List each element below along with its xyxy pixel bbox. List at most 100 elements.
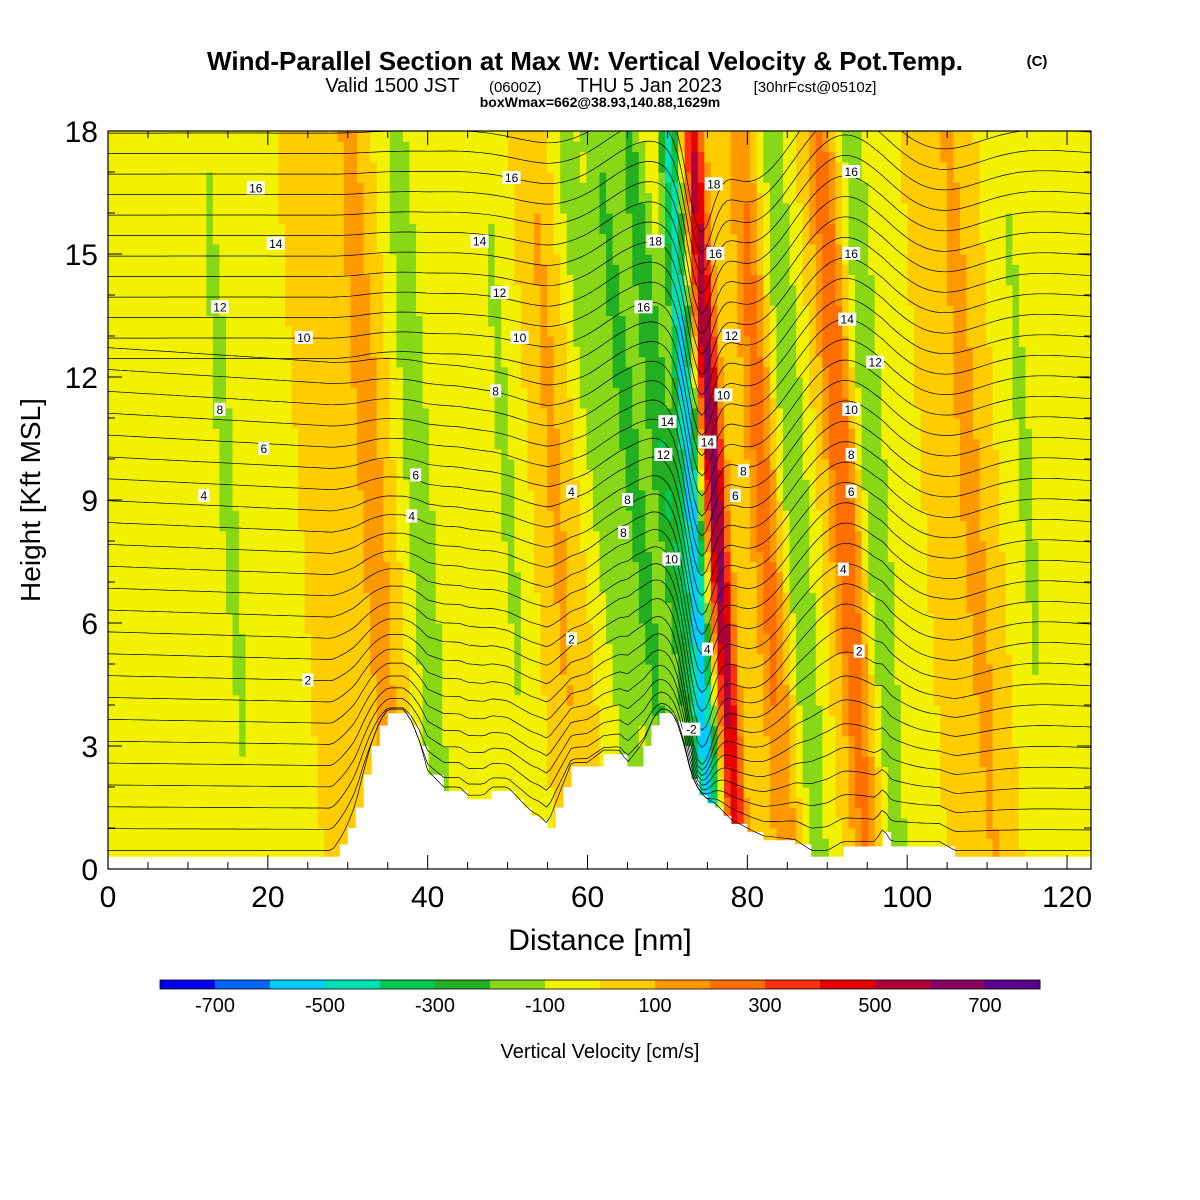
velocity-cell <box>966 623 974 634</box>
velocity-cell <box>612 643 620 655</box>
velocity-cell <box>389 561 397 573</box>
velocity-cell <box>730 807 738 819</box>
velocity-cell <box>271 612 279 624</box>
velocity-cell <box>298 725 306 737</box>
velocity-cell <box>724 787 732 798</box>
velocity-cell <box>330 623 338 634</box>
velocity-cell <box>225 684 234 696</box>
velocity-cell <box>625 571 633 583</box>
velocity-cell <box>841 797 850 809</box>
velocity-cell <box>1077 653 1086 665</box>
velocity-cell <box>619 561 627 573</box>
velocity-cell <box>861 715 869 727</box>
velocity-cell <box>1058 602 1066 614</box>
velocity-cell <box>127 674 135 686</box>
velocity-cell <box>874 530 882 542</box>
velocity-cell <box>166 848 175 860</box>
velocity-cell <box>809 551 817 563</box>
velocity-cell <box>468 643 476 655</box>
velocity-cell <box>887 633 895 645</box>
velocity-cell <box>737 541 745 552</box>
velocity-cell <box>802 684 810 696</box>
velocity-cell <box>612 653 620 665</box>
velocity-cell <box>376 602 384 614</box>
velocity-cell <box>822 602 830 614</box>
velocity-cell <box>337 684 345 696</box>
velocity-cell <box>1071 838 1079 850</box>
velocity-cell <box>212 674 220 686</box>
velocity-cell <box>815 602 823 614</box>
velocity-cell <box>1045 797 1053 809</box>
velocity-cell <box>815 612 823 624</box>
velocity-cell <box>828 797 837 809</box>
velocity-cell <box>966 530 974 542</box>
velocity-cell <box>881 633 889 645</box>
velocity-cell <box>645 725 653 737</box>
velocity-cell <box>461 623 470 634</box>
velocity-cell <box>1051 561 1059 573</box>
velocity-cell <box>782 817 791 829</box>
velocity-cell <box>396 612 404 624</box>
velocity-cell <box>396 633 404 645</box>
velocity-cell <box>1077 725 1086 737</box>
velocity-cell <box>1077 541 1086 552</box>
velocity-cell <box>1045 623 1053 634</box>
velocity-cell <box>258 684 266 696</box>
velocity-cell <box>658 694 666 706</box>
velocity-cell <box>1058 817 1066 829</box>
velocity-cell <box>710 664 719 675</box>
velocity-cell <box>1005 766 1013 778</box>
velocity-cell <box>271 643 279 655</box>
velocity-cell <box>848 776 856 788</box>
velocity-cell <box>311 551 319 563</box>
velocity-cell <box>704 725 712 737</box>
velocity-cell <box>1038 571 1046 583</box>
velocity-cell <box>127 725 135 737</box>
velocity-cell <box>199 787 207 798</box>
velocity-cell <box>966 705 974 716</box>
velocity-cell <box>278 623 286 634</box>
velocity-cell <box>691 705 699 716</box>
velocity-cell <box>1025 664 1033 675</box>
velocity-cell <box>1032 684 1040 696</box>
velocity-cell <box>1058 838 1066 850</box>
velocity-cell <box>743 766 751 778</box>
velocity-cell <box>651 643 660 655</box>
velocity-cell <box>973 674 981 686</box>
velocity-cell <box>239 582 247 593</box>
velocity-cell <box>1038 551 1046 563</box>
velocity-cell <box>330 807 338 819</box>
velocity-cell <box>638 633 646 645</box>
velocity-cell <box>763 684 771 696</box>
velocity-cell <box>815 776 823 788</box>
velocity-cell <box>1051 705 1059 716</box>
velocity-cell <box>1045 848 1053 860</box>
velocity-cell <box>966 735 974 747</box>
velocity-cell <box>540 592 548 604</box>
velocity-cell <box>337 838 345 850</box>
velocity-cell <box>193 756 201 768</box>
velocity-cell <box>271 623 279 634</box>
velocity-cell <box>619 653 627 665</box>
velocity-cell <box>357 705 365 716</box>
velocity-cell <box>140 766 148 778</box>
velocity-cell <box>127 664 135 675</box>
velocity-cell <box>809 623 817 634</box>
velocity-cell <box>501 725 509 737</box>
velocity-cell <box>219 551 227 563</box>
velocity-cell <box>291 705 299 716</box>
velocity-cell <box>1005 674 1013 686</box>
velocity-cell <box>789 735 797 747</box>
velocity-cell <box>1012 592 1020 604</box>
velocity-cell <box>697 623 705 634</box>
velocity-cell <box>999 592 1007 604</box>
velocity-cell <box>166 530 175 542</box>
velocity-cell <box>920 746 928 757</box>
velocity-cell <box>160 612 168 624</box>
velocity-cell <box>920 664 928 675</box>
velocity-cell <box>284 746 293 757</box>
velocity-cell <box>828 664 837 675</box>
velocity-cell <box>422 602 430 614</box>
velocity-cell <box>1051 725 1059 737</box>
velocity-cell <box>586 705 594 716</box>
